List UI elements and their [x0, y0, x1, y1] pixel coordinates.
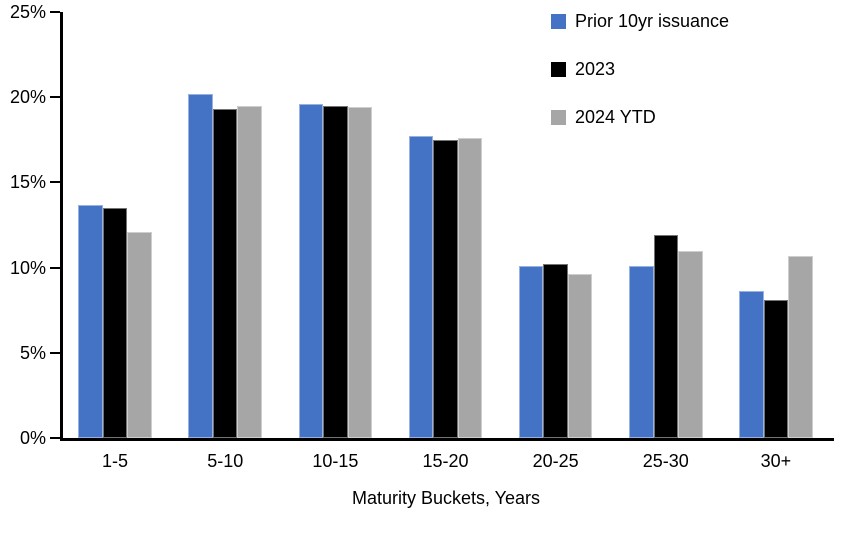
bar: [518, 265, 544, 438]
y-axis-tick: [50, 181, 60, 184]
bar: [678, 250, 703, 438]
bar: [102, 207, 128, 438]
bar: [763, 299, 789, 438]
bar: [408, 136, 434, 438]
legend-swatch-icon: [551, 109, 566, 125]
y-axis-tick-label: 25%: [9, 2, 46, 22]
legend-label: 2024 YTD: [575, 107, 656, 127]
bar: [127, 231, 152, 438]
legend-item: 2024 YTD: [551, 106, 729, 128]
bar: [543, 264, 568, 438]
y-axis-tick: [50, 96, 60, 99]
bar: [347, 107, 373, 438]
bar: [739, 291, 764, 438]
bar: [298, 104, 324, 438]
y-axis-tick-label: 15%: [9, 172, 46, 193]
y-axis-tick-label: 10%: [9, 257, 46, 278]
legend-swatch-icon: [551, 13, 566, 29]
y-axis-tick: [50, 351, 60, 354]
legend: Prior 10yr issuance 2023 2024 YTD: [551, 10, 729, 154]
x-axis-category-label: 10-15: [312, 451, 359, 471]
legend-label: 2023: [575, 59, 616, 79]
x-axis-category-label: 1-5: [102, 451, 129, 471]
x-axis-title: Maturity Buckets, Years: [351, 488, 541, 508]
x-axis-category-label: 25-30: [642, 451, 689, 471]
plot-area: [60, 12, 834, 441]
y-axis-tick-label: 0%: [19, 428, 46, 448]
bar: [567, 274, 593, 438]
x-axis-category-label: 5-10: [207, 451, 244, 471]
bar: [433, 139, 458, 438]
y-axis-tick-label: 20%: [9, 87, 46, 108]
y-axis-tick: [50, 11, 60, 13]
x-axis-category-label: 20-25: [532, 451, 579, 471]
legend-item: Prior 10yr issuance: [551, 10, 729, 32]
legend-label: Prior 10yr issuance: [575, 11, 730, 31]
x-axis-category-label: 15-20: [422, 451, 469, 471]
y-axis-tick: [50, 437, 60, 439]
bar: [212, 109, 238, 438]
x-axis-category-label: 30+: [760, 451, 792, 471]
bar: [188, 93, 213, 438]
bar: [788, 255, 813, 438]
bar: [78, 204, 103, 438]
bar: [457, 138, 483, 438]
y-axis-tick: [50, 266, 60, 269]
legend-swatch-icon: [551, 61, 566, 77]
bar: [237, 105, 262, 438]
bar: [629, 265, 654, 438]
bar: [653, 235, 679, 438]
legend-item: 2023: [551, 58, 729, 80]
y-axis-tick-label: 5%: [19, 342, 46, 363]
bar: [323, 105, 348, 438]
